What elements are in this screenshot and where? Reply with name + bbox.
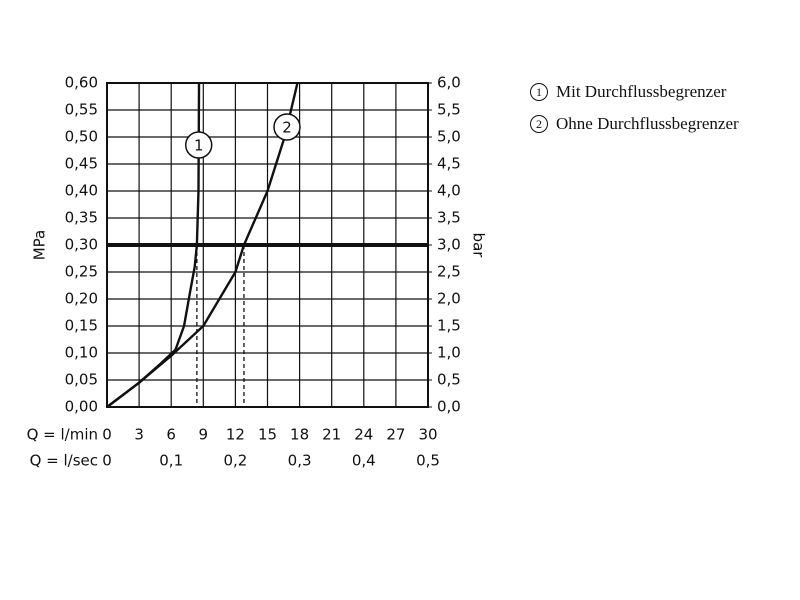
x-axis-label: Q = l/min [27,426,98,444]
x2-tick-label: 0,1 [159,452,183,470]
x-tick-label: 6 [166,426,176,444]
y-tick-label: 0,30 [65,236,98,254]
curve-label: 1 [194,137,204,155]
x-tick-label: 27 [386,426,405,444]
y-tick-label: 0,50 [65,128,98,146]
y-tick-label: 0,25 [65,263,98,281]
y-tick-label: 0,10 [65,344,98,362]
y2-tick-label: 5,5 [437,101,461,119]
x2-tick-label: 0,4 [352,452,376,470]
x-tick-label: 24 [354,426,373,444]
x-tick-label: 21 [322,426,341,444]
y2-tick-label: 1,5 [437,317,461,335]
x2-tick-label: 0 [102,452,112,470]
y2-tick-label: 2,5 [437,263,461,281]
x-tick-label: 18 [290,426,309,444]
curve [106,82,299,408]
legend-entry: 2 Ohne Durchflussbegrenzer [530,112,790,136]
y-tick-label: 0,00 [65,398,98,416]
y-tick-label: 0,15 [65,317,98,335]
legend-entry: 1 Mit Durchflussbegrenzer [530,80,790,104]
y-tick-label: 0,40 [65,182,98,200]
y-axis-label: MPa [31,230,49,261]
x2-tick-label: 0,2 [223,452,247,470]
y-tick-label: 0,45 [65,155,98,173]
y2-tick-label: 5,0 [437,128,461,146]
x-tick-label: 30 [418,426,437,444]
y2-tick-label: 0,0 [437,398,461,416]
y2-tick-label: 3,5 [437,209,461,227]
x-tick-label: 9 [199,426,209,444]
curve-label: 2 [282,119,292,137]
y2-tick-label: 3,0 [437,236,461,254]
y-tick-label: 0,20 [65,290,98,308]
y-tick-label: 0,60 [65,74,98,92]
y-tick-label: 0,05 [65,371,98,389]
x-tick-label: 15 [258,426,277,444]
x-tick-label: 12 [226,426,245,444]
y2-tick-label: 4,0 [437,182,461,200]
y-tick-label: 0,55 [65,101,98,119]
x2-tick-label: 0,3 [288,452,312,470]
legend-number: 1 [530,83,548,101]
legend: 1 Mit Durchflussbegrenzer 2 Ohne Durchfluss… [530,80,790,144]
y2-tick-label: 2,0 [437,290,461,308]
curve-label-circle [273,113,301,141]
legend-number: 2 [530,115,548,133]
legend-label: Mit Durchflussbegrenzer [556,82,727,101]
y2-tick-label: 0,5 [437,371,461,389]
x-tick-label: 3 [134,426,144,444]
legend-label: Ohne Durchflussbegrenzer [556,114,739,133]
x-tick-label: 0 [102,426,112,444]
y2-tick-label: 1,0 [437,344,461,362]
y2-tick-label: 6,0 [437,74,461,92]
x2-axis-label: Q = l/sec [30,452,98,470]
y2-axis-label: bar [470,233,488,259]
x2-tick-label: 0,5 [416,452,440,470]
curve-label-circle [184,131,213,159]
y2-tick-label: 4,5 [437,155,461,173]
y-tick-label: 0,35 [65,209,98,227]
